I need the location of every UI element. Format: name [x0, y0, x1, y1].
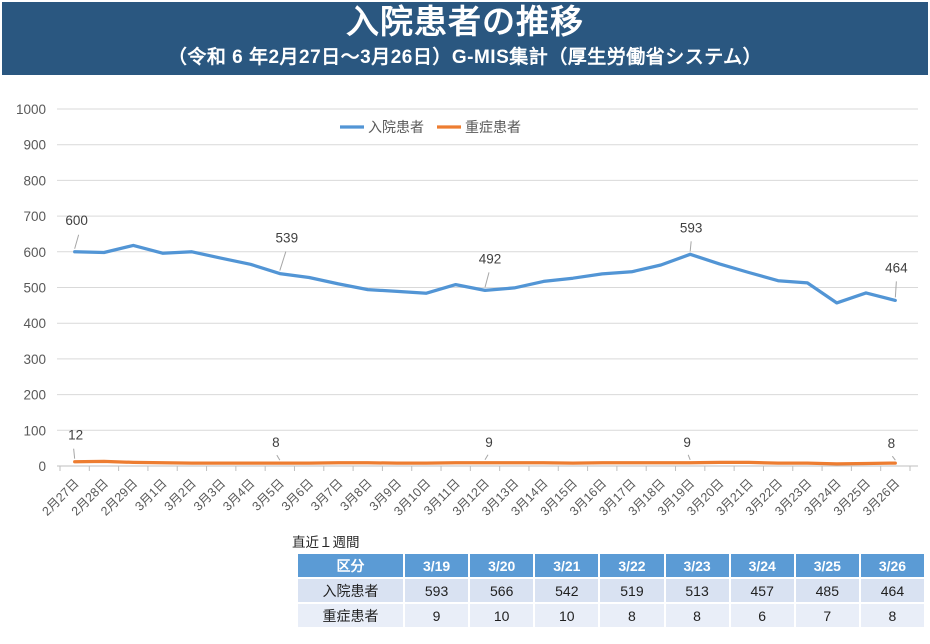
table-header-date: 3/19: [402, 552, 471, 579]
table-cell: 464: [858, 577, 927, 604]
data-label-callout: [689, 241, 692, 252]
table-cell: 519: [598, 577, 666, 604]
data-label: 9: [683, 435, 691, 450]
x-axis-label: 3月6日: [279, 476, 316, 513]
x-axis-label: 3月3日: [191, 476, 228, 513]
x-axis-label: 3月1日: [132, 476, 169, 513]
y-axis-label: 200: [23, 388, 46, 403]
data-label-callout: [894, 281, 897, 298]
y-axis-label: 700: [23, 209, 46, 224]
table-cell: 10: [533, 602, 601, 629]
x-axis-label: 3月2日: [162, 476, 199, 513]
table-header-date: 3/25: [793, 552, 861, 579]
x-axis-label: 3月4日: [220, 476, 257, 513]
report-header: 入院患者の推移 （令和 6 年2月27日～3月26日）G-MIS集計（厚生労働省…: [2, 2, 928, 75]
data-label: 492: [479, 251, 502, 266]
table-cell: 9: [402, 602, 471, 629]
data-label: 600: [65, 213, 88, 228]
data-label-callout: [279, 251, 287, 271]
trend-chart: 010020030040050060070080090010002月27日2月2…: [16, 102, 918, 519]
data-label: 539: [276, 231, 299, 246]
data-label-callout: [484, 272, 490, 288]
page-subtitle: （令和 6 年2月27日～3月26日）G-MIS集計（厚生労働省システム）: [167, 46, 763, 68]
table-cell: 593: [402, 577, 471, 604]
data-label: 593: [680, 220, 703, 235]
x-axis-label: 3月8日: [337, 476, 374, 513]
table-body: 入院患者 593 566 542 519 513 457 485 464 重症患者 9 10 10 8 8 6…: [296, 577, 927, 629]
data-label-callout: [484, 454, 489, 461]
data-label-callout: [276, 454, 281, 461]
legend-label: 重症患者: [465, 119, 521, 135]
line-chart-container: 0 100 200 300 400 500 600 700 800 900 1000 2月27日 2月2…: [0, 80, 930, 550]
table-cell: 542: [533, 577, 601, 604]
y-axis-label: 300: [23, 352, 46, 367]
table-cell: 8: [663, 602, 731, 629]
y-axis-label: 900: [23, 138, 46, 153]
table-header-date: 3/21: [533, 552, 601, 579]
y-axis-label: 100: [23, 423, 46, 438]
table-row-label: 入院患者: [296, 577, 405, 604]
table-header-category: 区分: [296, 552, 405, 579]
table-row: 重症患者 9 10 10 8 8 6 7 8: [296, 602, 927, 629]
data-label: 9: [485, 435, 493, 450]
table-cell: 513: [663, 577, 731, 604]
y-axis-label: 0: [38, 459, 46, 474]
table-head: 区分 3/19 3/20 3/21 3/22 3/23 3/24 3/25 3/26: [296, 552, 927, 579]
table-cell: 485: [793, 577, 861, 604]
x-axis-label: 3月7日: [308, 476, 345, 513]
legend-label: 入院患者: [368, 119, 424, 135]
data-label: 8: [272, 435, 280, 450]
table-cell: 10: [468, 602, 536, 629]
data-label-callout: [73, 448, 76, 459]
table-cell: 6: [728, 602, 796, 629]
table-cell: 457: [728, 577, 796, 604]
table-row-label: 重症患者: [296, 602, 405, 629]
x-axis-label: 3月5日: [250, 476, 287, 513]
data-label: 12: [68, 428, 83, 443]
table-header-date: 3/20: [468, 552, 536, 579]
data-label: 464: [885, 260, 908, 275]
data-label-callout: [74, 234, 80, 249]
y-axis-label: 400: [23, 316, 46, 331]
table-header-date: 3/23: [663, 552, 731, 579]
table-cell: 566: [468, 577, 536, 604]
data-label: 8: [888, 436, 896, 451]
recent-week-table: 区分 3/19 3/20 3/21 3/22 3/23 3/24 3/25 3/26 入院患者 5…: [296, 552, 927, 629]
table-header-row: 区分 3/19 3/20 3/21 3/22 3/23 3/24 3/25 3/26: [296, 552, 927, 579]
data-label-callout: [687, 454, 691, 460]
table-row: 入院患者 593 566 542 519 513 457 485 464: [296, 577, 927, 604]
y-axis-label: 500: [23, 281, 46, 296]
table-cell: 8: [858, 602, 927, 629]
table-cell: 7: [793, 602, 861, 629]
table-header-date: 3/22: [598, 552, 666, 579]
table-caption: 直近１週間: [292, 535, 360, 550]
table-cell: 8: [598, 602, 666, 629]
table-header-date: 3/26: [858, 552, 927, 579]
series-line-severe: [73, 459, 897, 466]
data-label-callout: [891, 455, 896, 461]
y-axis-label: 600: [23, 245, 46, 260]
page-title: 入院患者の推移: [346, 3, 584, 40]
table-header-date: 3/24: [728, 552, 796, 579]
series-line-inpatient: [73, 243, 897, 305]
y-axis-label: 800: [23, 173, 46, 188]
y-axis-label: 1000: [16, 102, 46, 117]
